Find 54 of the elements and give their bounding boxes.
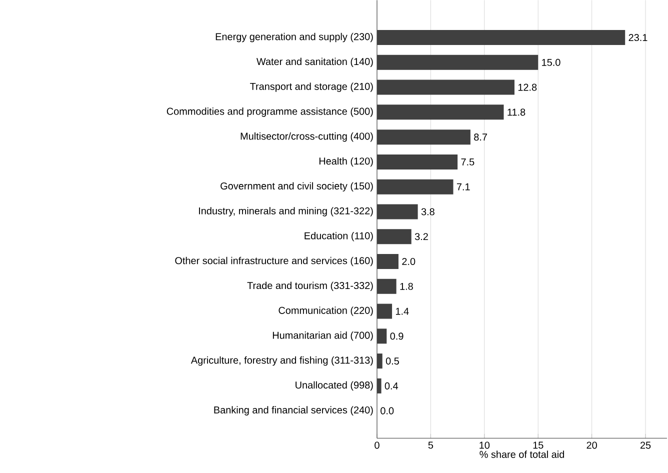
y-tick-label: Banking and financial services (240) <box>214 406 373 416</box>
data-label: 2.0 <box>402 258 416 265</box>
x-axis-title: % share of total aid <box>480 450 564 458</box>
bar <box>377 229 412 244</box>
y-tick-label: Commodities and programme assistance (500) <box>166 107 373 117</box>
data-label: 7.1 <box>456 183 470 190</box>
data-label: 3.2 <box>414 233 428 240</box>
y-tick-label: Humanitarian aid (700) <box>272 331 373 341</box>
bar <box>377 378 382 394</box>
data-label: 7.5 <box>461 158 474 166</box>
data-label: 23.1 <box>628 34 648 41</box>
x-tick-label: 0 <box>374 442 380 449</box>
bar <box>377 54 538 70</box>
data-label: 0.9 <box>390 332 404 340</box>
data-label: 0.5 <box>386 357 399 364</box>
bar <box>377 278 396 294</box>
x-tick-label: 5 <box>428 442 434 449</box>
data-label: 15.0 <box>542 58 560 66</box>
y-tick-label: Energy generation and supply (230) <box>216 32 373 42</box>
x-tick-label: 10 <box>480 442 490 449</box>
y-tick-label: Industry, minerals and mining (321-322) <box>199 206 373 216</box>
y-tick-label: Education (110) <box>304 232 373 242</box>
x-tick-label: 15 <box>533 442 544 449</box>
data-label: 11.8 <box>508 108 526 116</box>
bar <box>377 328 387 344</box>
data-label: 8.7 <box>474 133 487 140</box>
y-tick-label: Health (120) <box>319 157 373 167</box>
y-tick-label: Transport and storage (210) <box>250 82 373 92</box>
bar <box>377 104 504 120</box>
bar <box>377 179 454 194</box>
y-tick-label: Communication (220) <box>278 306 373 316</box>
data-label: 1.4 <box>396 308 409 315</box>
bar <box>377 204 418 220</box>
data-label: 0.4 <box>384 382 398 390</box>
y-tick-label: Unallocated (998) <box>296 381 373 390</box>
x-tick-label: 20 <box>586 442 597 449</box>
bar <box>377 129 470 144</box>
x-tick-label: 25 <box>640 442 651 449</box>
bar <box>377 353 382 368</box>
data-label: 1.8 <box>400 282 413 290</box>
y-tick-label: Other social infrastructure and services (160) <box>175 256 373 266</box>
y-tick-label: Agriculture, forestry and fishing (311-313) <box>190 356 373 366</box>
bar <box>377 304 392 319</box>
bar <box>377 80 514 95</box>
bar <box>377 254 398 269</box>
bar <box>377 154 458 170</box>
data-label: 3.8 <box>421 208 434 216</box>
y-tick-label: Government and civil society (150) <box>220 182 373 192</box>
bar <box>377 30 626 45</box>
data-label: 0.0 <box>380 407 394 414</box>
y-tick-label: Trade and tourism (331-332) <box>247 282 373 291</box>
y-tick-label: Multisector/cross-cutting (400) <box>240 132 373 142</box>
data-label: 12.8 <box>518 84 537 91</box>
y-tick-label: Water and sanitation (140) <box>256 58 373 67</box>
